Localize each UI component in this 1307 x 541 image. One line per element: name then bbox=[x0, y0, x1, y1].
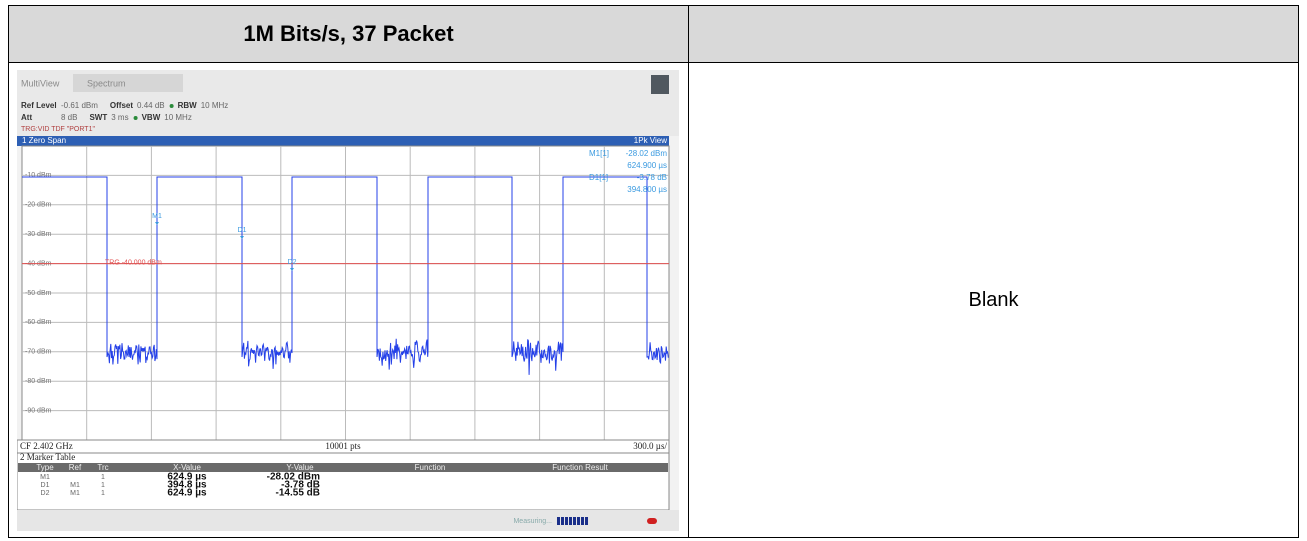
setting-value: 10 MHz bbox=[201, 101, 229, 110]
setting-value: 10 MHz bbox=[164, 113, 192, 122]
setting-value: 8 dB bbox=[61, 113, 77, 122]
progress-block bbox=[585, 517, 588, 525]
table-cell: 624.9 µs bbox=[167, 488, 207, 499]
blank-cell: Blank bbox=[688, 62, 1299, 538]
table-cell: M1 bbox=[40, 474, 50, 481]
column-header: Y-Value bbox=[286, 463, 314, 472]
column-header: Function bbox=[415, 463, 446, 472]
setting-name: Att bbox=[21, 113, 32, 122]
marker bbox=[290, 268, 294, 271]
column-header: Function Result bbox=[552, 463, 608, 472]
setting-name: Offset bbox=[110, 101, 133, 110]
progress-block bbox=[581, 517, 584, 525]
status-icon bbox=[647, 518, 657, 524]
y-label: -90 dBm bbox=[25, 407, 52, 414]
y-label: -50 dBm bbox=[25, 290, 52, 297]
tab: Spectrum bbox=[87, 78, 126, 88]
readout-value: -28.02 dBm bbox=[626, 149, 668, 158]
setting-value: -0.61 dBm bbox=[61, 101, 98, 110]
trigger: TRG:VID TDF "PORT1" bbox=[21, 126, 95, 133]
table-cell: -28.02 dBm bbox=[267, 472, 320, 483]
table-cell: D1 bbox=[41, 482, 50, 489]
dot bbox=[133, 116, 138, 120]
progress-block bbox=[573, 517, 576, 525]
column-header: Trc bbox=[97, 463, 108, 472]
window-header bbox=[17, 136, 669, 146]
setting-name: VBW bbox=[142, 113, 161, 122]
setting-name: Ref Level bbox=[21, 101, 57, 110]
y-label: -70 dBm bbox=[25, 349, 52, 356]
tab-box bbox=[73, 74, 183, 92]
trigger-label: TRG -40.000 dBm bbox=[105, 259, 162, 266]
analyzer-screenshot: MultiView Spectrum Ref Level -0.61 dBm Offse… bbox=[17, 70, 679, 531]
table-cell: M1 bbox=[70, 490, 80, 497]
marker bbox=[155, 222, 159, 225]
readout-label: M1[1] bbox=[589, 149, 609, 158]
table-cell: M1 bbox=[70, 482, 80, 489]
column-header: Type bbox=[36, 463, 54, 472]
blank-text: Blank bbox=[968, 288, 1019, 311]
dot bbox=[169, 104, 174, 108]
progress-block bbox=[565, 517, 568, 525]
table-cell: 1 bbox=[101, 490, 105, 497]
setting-name: RBW bbox=[178, 101, 198, 110]
footer-left: CF 2.402 GHz bbox=[20, 441, 73, 451]
table-cell: 1 bbox=[101, 482, 105, 489]
marker-flag: D1 bbox=[238, 227, 247, 234]
progress-block bbox=[557, 517, 560, 525]
table-cell: 624.9 µs bbox=[167, 472, 207, 483]
setting-name: SWT bbox=[89, 113, 107, 122]
table-title: 2 Marker Table bbox=[20, 452, 75, 462]
setting-value: 3 ms bbox=[111, 113, 128, 122]
trace bbox=[22, 176, 669, 375]
table-header bbox=[18, 463, 668, 472]
table-cell: D2 bbox=[41, 490, 50, 497]
table-cell: 394.8 µs bbox=[167, 480, 207, 491]
setting-value: 0.44 dB bbox=[137, 101, 165, 110]
window-title: 1 Zero Span bbox=[22, 136, 66, 145]
marker bbox=[240, 236, 244, 239]
footer-center: 10001 pts bbox=[325, 441, 361, 451]
footer-right: 300.0 µs/ bbox=[633, 441, 667, 451]
readout-value: -3.78 dB bbox=[637, 173, 667, 182]
y-label: -20 dBm bbox=[25, 202, 52, 209]
header-title: 1M Bits/s, 37 Packet bbox=[243, 21, 454, 46]
column-header: X-Value bbox=[173, 463, 201, 472]
header-cell: 1M Bits/s, 37 Packet bbox=[8, 5, 689, 63]
view-label: 1Pk View bbox=[634, 136, 667, 145]
y-label: -80 dBm bbox=[25, 378, 52, 385]
marker-flag: M1 bbox=[152, 213, 162, 220]
readout-position: 394.800 µs bbox=[627, 185, 667, 194]
progress-block bbox=[561, 517, 564, 525]
progress-block bbox=[577, 517, 580, 525]
table-cell: -3.78 dB bbox=[281, 480, 320, 491]
readout-label: D1[1] bbox=[589, 173, 608, 182]
readout-position: 624.900 µs bbox=[627, 161, 667, 170]
menu-button bbox=[651, 75, 669, 94]
column-header: Ref bbox=[69, 463, 82, 472]
status: Measuring... bbox=[513, 518, 552, 525]
table-area bbox=[17, 452, 670, 511]
status-bar bbox=[17, 510, 679, 531]
y-label: -30 dBm bbox=[25, 231, 52, 238]
y-label: -10 dBm bbox=[25, 172, 52, 179]
y-label: -60 dBm bbox=[25, 319, 52, 326]
header-cell-empty bbox=[688, 5, 1299, 63]
tab: MultiView bbox=[21, 78, 60, 88]
progress-block bbox=[569, 517, 572, 525]
marker-flag: D2 bbox=[288, 259, 297, 266]
table-cell: -14.55 dB bbox=[276, 488, 320, 499]
table-cell: 1 bbox=[101, 474, 105, 481]
